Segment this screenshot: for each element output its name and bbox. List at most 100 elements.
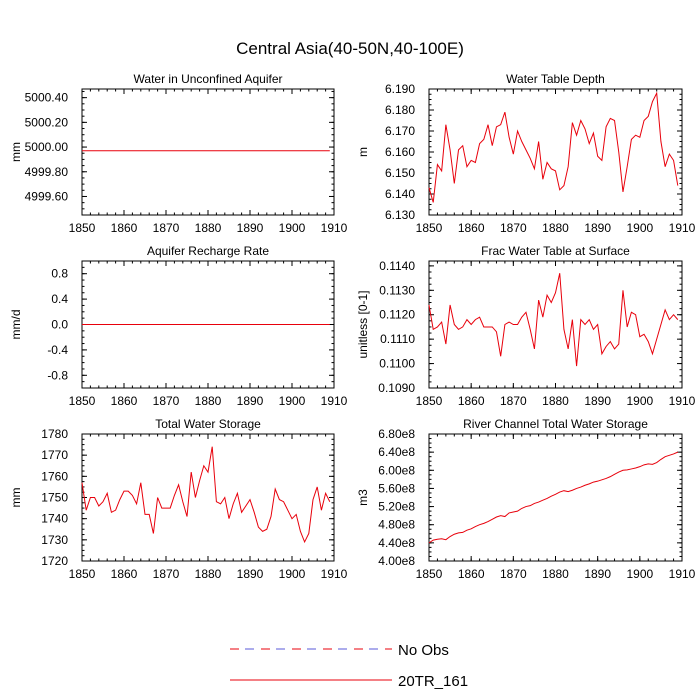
y-tick-label: 4.00e8 [378,554,415,568]
panel-3: Aquifer Recharge Rate mm/d 1850 1860 1870 188… [9,244,348,408]
y-tick-label: 0.4 [51,292,68,306]
x-tick-label: 1880 [542,567,569,581]
y-tick-label: 0.1140 [379,259,415,273]
x-tick-label: 1910 [321,221,348,235]
x-tick-label: 1880 [195,394,222,408]
x-tick-label: 1890 [237,394,264,408]
y-tick-label: 1730 [41,533,68,547]
series-line-20TR_161 [428,451,678,544]
y-tick-label: 6.190 [385,82,415,96]
panel-title: Total Water Storage [155,417,261,431]
x-tick-label: 1850 [416,394,443,408]
x-tick-label: 1870 [500,221,527,235]
y-tick-label: 6.150 [385,166,415,180]
panel-title: Water in Unconfined Aquifer [134,72,283,86]
y-tick-label: -0.4 [47,343,68,357]
y-tick-label: 1750 [41,491,68,505]
x-tick-label: 1850 [69,394,96,408]
y-tick-label: 6.160 [385,145,415,159]
x-tick-label: 1860 [111,394,138,408]
x-tick-label: 1910 [669,221,696,235]
series-line-20TR_161 [81,446,331,544]
x-tick-label: 1890 [237,221,264,235]
panel-title: River Channel Total Water Storage [463,417,648,431]
x-tick-label: 1860 [458,567,485,581]
x-tick-label: 1850 [69,567,96,581]
panel-4: Frac Water Table at Surface unitless [0-1… [356,244,696,408]
x-tick-label: 1860 [111,221,138,235]
plot-frame [428,88,683,216]
x-tick-label: 1910 [669,567,696,581]
x-tick-label: 1900 [626,221,653,235]
panels: Water in Unconfined Aquifer mm 1850 1860 187… [9,72,696,581]
y-axis-label: m [356,147,370,157]
y-tick-label: 1780 [41,427,68,441]
x-tick-label: 1870 [500,394,527,408]
panel-title: Water Table Depth [506,72,605,86]
panel-2: Water Table Depth m 1850 1860 1870 1880 1890 19… [356,72,696,235]
panel-1: Water in Unconfined Aquifer mm 1850 1860 187… [9,72,348,235]
x-tick-label: 1860 [111,567,138,581]
x-tick-label: 1910 [669,394,696,408]
x-tick-label: 1850 [416,221,443,235]
y-tick-label: 0.1120 [379,308,415,322]
y-tick-label: 0.1100 [379,357,415,371]
y-tick-label: 1740 [41,512,68,526]
y-tick-label: 6.80e8 [378,427,415,441]
y-tick-label: -0.8 [47,368,68,382]
x-tick-label: 1910 [321,394,348,408]
y-tick-label: 6.130 [385,208,415,222]
panel-5: Total Water Storage mm 1850 1860 1870 1880 189… [9,417,348,581]
x-tick-label: 1870 [500,567,527,581]
panel-6: River Channel Total Water Storage m3 1850 1… [356,417,696,581]
x-tick-label: 1870 [153,394,180,408]
y-tick-label: 1720 [41,554,68,568]
y-tick-label: 0.0 [51,318,68,332]
y-tick-label: 6.00e8 [378,463,415,477]
y-tick-label: 4999.80 [25,165,69,179]
x-tick-label: 1880 [195,221,222,235]
series-line-20TR_161 [428,273,679,367]
x-tick-label: 1890 [584,221,611,235]
figure-title: Central Asia(40-50N,40-100E) [236,39,464,58]
y-tick-label: 0.1090 [378,381,415,395]
y-axis-label: mm/d [9,310,23,340]
plot-frame [428,433,683,562]
y-tick-label: 4.40e8 [378,536,415,550]
x-tick-label: 1880 [195,567,222,581]
x-tick-label: 1890 [584,394,611,408]
y-axis-label: unitless [0-1] [356,290,370,358]
y-tick-label: 4999.60 [25,189,69,203]
plot-frame [81,433,335,562]
x-tick-label: 1890 [584,567,611,581]
legend-label-noobs: No Obs [398,642,449,659]
y-tick-label: 6.180 [385,103,415,117]
x-tick-label: 1860 [458,394,485,408]
x-tick-label: 1880 [542,221,569,235]
x-tick-label: 1900 [279,567,306,581]
x-tick-label: 1850 [416,567,443,581]
panel-title: Frac Water Table at Surface [481,244,630,258]
plot-frame [81,88,335,216]
y-tick-label: 4.80e8 [378,518,415,532]
y-tick-label: 6.140 [385,187,415,201]
legend-label-model: 20TR_161 [398,673,468,690]
x-tick-label: 1900 [279,394,306,408]
panel-title: Aquifer Recharge Rate [147,244,269,258]
y-tick-label: 5000.00 [25,140,69,154]
y-tick-label: 6.40e8 [378,445,415,459]
y-tick-label: 0.1130 [379,283,415,297]
y-tick-label: 5000.40 [25,91,69,105]
x-tick-label: 1880 [542,394,569,408]
y-tick-label: 1770 [41,448,68,462]
y-axis-label: mm [9,488,23,508]
x-tick-label: 1900 [626,567,653,581]
x-tick-label: 1890 [237,567,264,581]
x-tick-label: 1870 [153,221,180,235]
x-tick-label: 1860 [458,221,485,235]
x-tick-label: 1850 [69,221,96,235]
y-tick-label: 5.60e8 [378,481,415,495]
y-tick-label: 0.1110 [380,332,415,346]
y-tick-label: 1760 [41,469,68,483]
